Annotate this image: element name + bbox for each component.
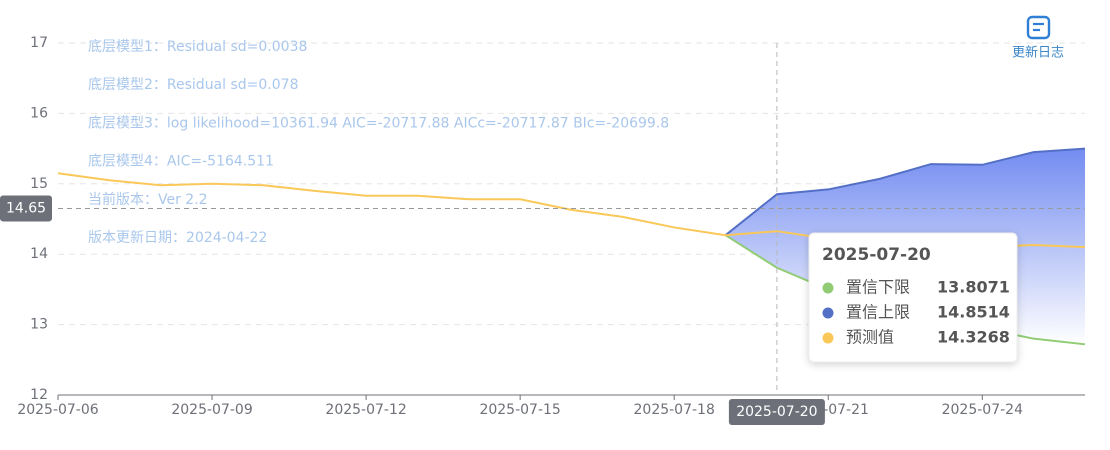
crosshair-x-label-bg — [728, 399, 825, 425]
annotation: 底层模型4：AIC=-5164.511 — [88, 154, 274, 170]
y-tick-label: 15 — [30, 176, 48, 192]
tooltip-value: 14.8514 — [937, 303, 1010, 322]
tooltip — [808, 232, 1018, 363]
tooltip-series-name: 预测值 — [846, 328, 894, 347]
y-tick-label: 16 — [30, 105, 48, 121]
tooltip-marker — [822, 307, 834, 319]
annotation: 当前版本：Ver 2.2 — [88, 191, 208, 208]
annotation: 底层模型1：Residual sd=0.0038 — [88, 39, 307, 55]
toolbar-icon — [1026, 15, 1051, 40]
x-tick-label: 2025-07-15 — [479, 402, 560, 418]
crosshair-x-label: 2025-07-20 — [736, 404, 817, 420]
x-tick-label: 2025-07-18 — [634, 402, 715, 418]
crosshair-y-label-bg — [0, 195, 52, 222]
y-tick-label: 17 — [30, 35, 48, 51]
tooltip-series-name: 置信下限 — [846, 278, 910, 297]
x-tick-label: 2025-07-06 — [17, 402, 98, 418]
annotation: 底层模型2：Residual sd=0.078 — [88, 77, 298, 93]
crosshair-y-label: 14.65 — [6, 200, 46, 216]
x-tick-label: 2025-07-12 — [325, 402, 406, 418]
y-tick-label: 14 — [30, 246, 48, 262]
tooltip-marker — [822, 332, 834, 344]
x-tick-label: 2025-07-24 — [942, 402, 1023, 418]
tooltip-series-name: 置信上限 — [846, 303, 910, 322]
tooltip-marker — [822, 282, 834, 294]
tooltip-value: 13.8071 — [937, 278, 1010, 297]
y-tick-label: 13 — [30, 317, 48, 333]
x-tick-label: 2025-07-09 — [171, 402, 252, 418]
y-tick-label: 12 — [30, 387, 48, 403]
toolbar-button[interactable]: 更新日志 — [1012, 15, 1064, 61]
toolbar-label: 更新日志 — [1012, 45, 1064, 61]
annotation: 版本更新日期：2024-04-22 — [88, 230, 267, 246]
tooltip-value: 14.3268 — [937, 328, 1010, 347]
series-line — [724, 147, 1086, 236]
tooltip-title: 2025-07-20 — [822, 245, 931, 265]
annotation: 底层模型3：log likelihood=10361.94 AIC=-20717… — [88, 115, 669, 131]
